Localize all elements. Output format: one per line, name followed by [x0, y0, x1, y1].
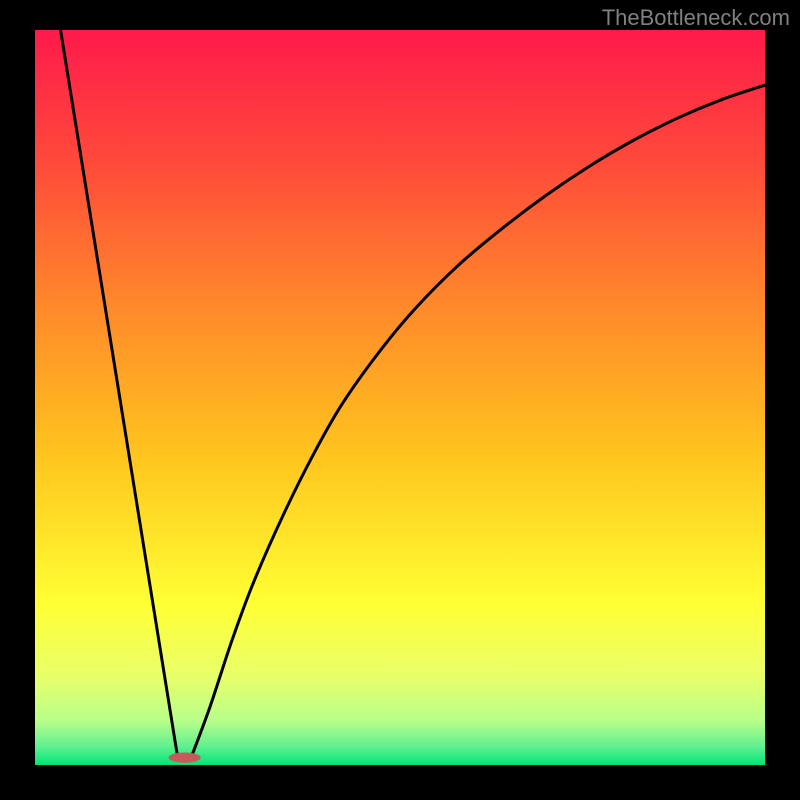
bottleneck-curve [61, 30, 765, 755]
chart-container: TheBottleneck.com [0, 0, 800, 800]
minimum-marker [169, 753, 201, 763]
curve-svg [35, 30, 765, 765]
watermark-text: TheBottleneck.com [602, 5, 790, 31]
plot-area [35, 30, 765, 765]
